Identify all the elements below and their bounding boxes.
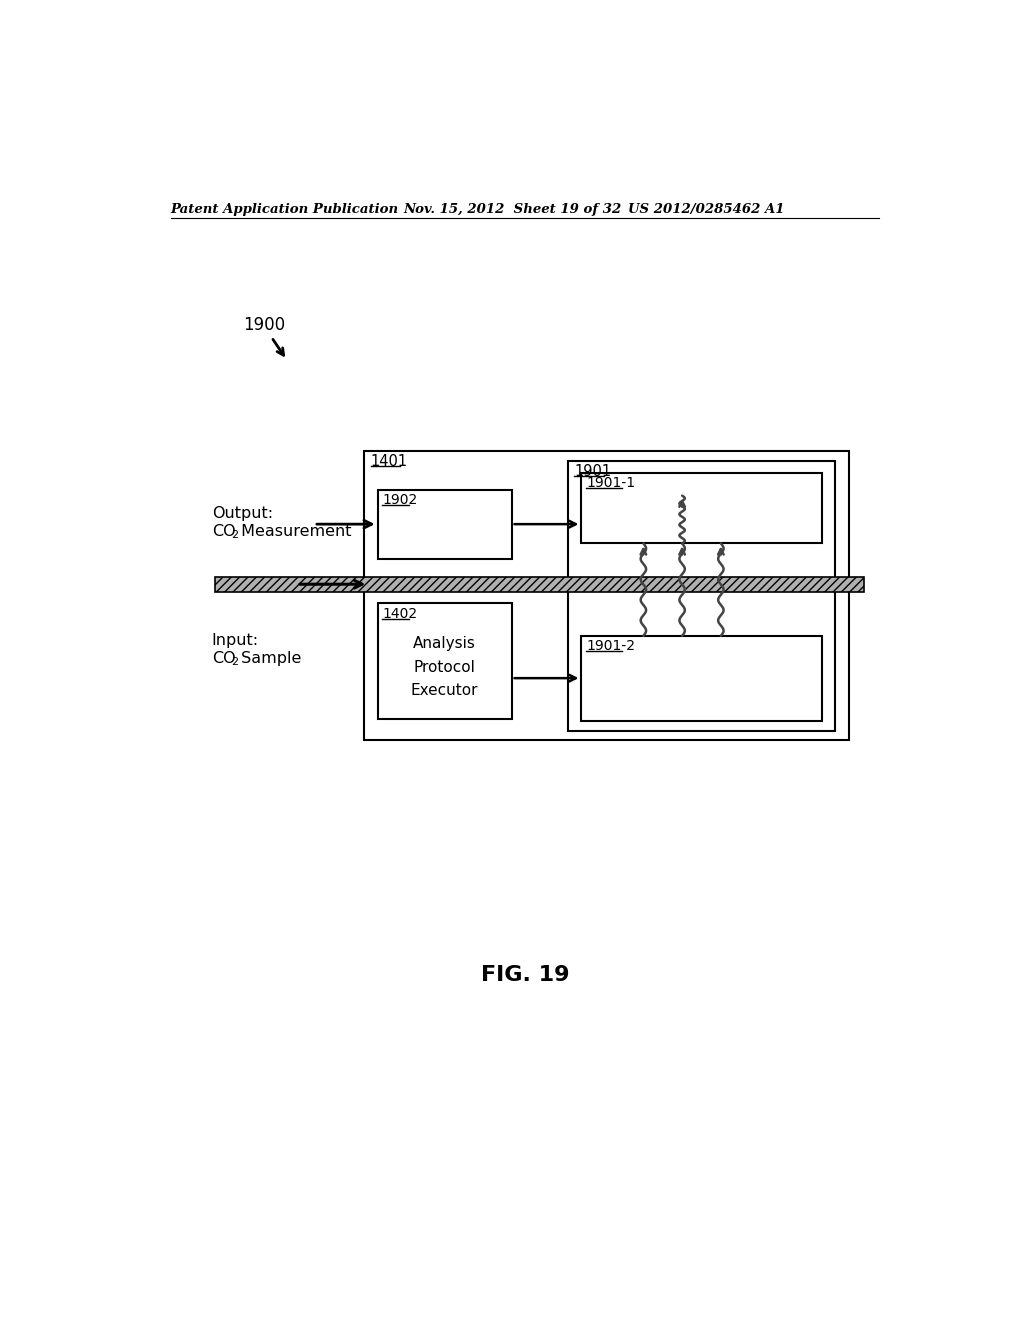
Text: 1902: 1902 <box>382 492 418 507</box>
Bar <box>582 473 822 544</box>
Bar <box>378 490 512 558</box>
Text: 2: 2 <box>231 656 239 667</box>
Bar <box>568 461 835 730</box>
Bar <box>365 451 849 739</box>
Text: Patent Application Publication: Patent Application Publication <box>171 203 398 216</box>
Text: 1900: 1900 <box>243 317 285 334</box>
Text: Nov. 15, 2012  Sheet 19 of 32: Nov. 15, 2012 Sheet 19 of 32 <box>403 203 622 216</box>
Text: US 2012/0285462 A1: US 2012/0285462 A1 <box>628 203 784 216</box>
Text: Output:: Output: <box>212 506 272 521</box>
Text: 1901-1: 1901-1 <box>586 475 635 490</box>
Text: CO: CO <box>212 524 236 540</box>
Text: Input:: Input: <box>212 632 259 648</box>
Text: 2: 2 <box>231 529 239 540</box>
Text: 1402: 1402 <box>382 607 418 620</box>
Text: 1901: 1901 <box>574 465 611 479</box>
Text: CO: CO <box>212 651 236 667</box>
Text: Analysis
Protocol
Executor: Analysis Protocol Executor <box>411 636 478 698</box>
Text: FIG. 19: FIG. 19 <box>480 965 569 985</box>
Bar <box>582 636 822 721</box>
Text: Sample: Sample <box>237 651 302 667</box>
Bar <box>378 603 512 719</box>
Text: 1901-2: 1901-2 <box>586 639 635 653</box>
Bar <box>215 577 864 591</box>
Text: 1401: 1401 <box>371 454 408 469</box>
Text: Measurement: Measurement <box>237 524 352 540</box>
